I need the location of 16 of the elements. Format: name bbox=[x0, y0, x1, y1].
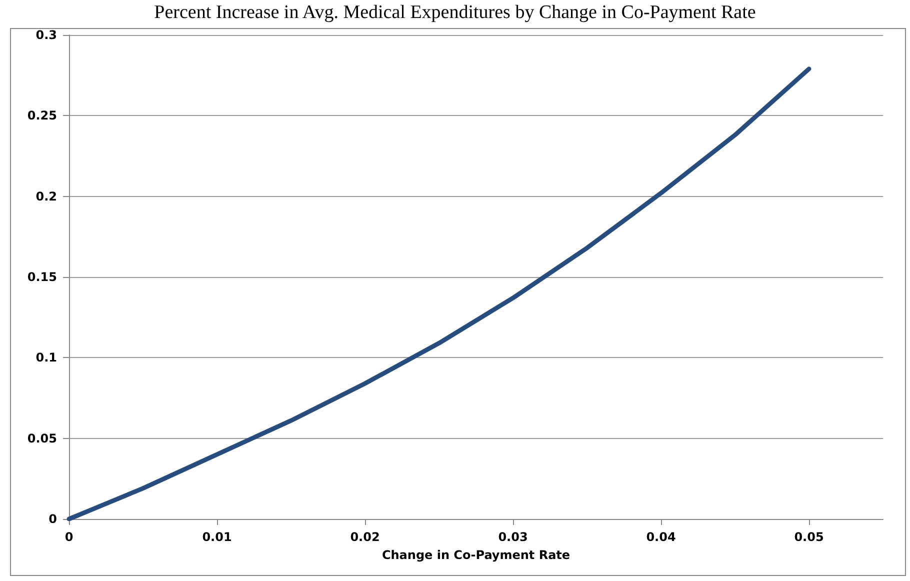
x-tick-label: 0.02 bbox=[350, 530, 380, 544]
y-tick-label: 0 bbox=[48, 512, 57, 526]
y-tick-label: 0.25 bbox=[27, 108, 57, 123]
x-tick-label: 0.03 bbox=[498, 530, 528, 544]
y-tick-label: 0.3 bbox=[36, 28, 57, 42]
x-tick-label: 0.04 bbox=[646, 530, 676, 544]
x-tick-label: 0.01 bbox=[202, 530, 232, 544]
y-tick-label: 0.15 bbox=[27, 270, 57, 284]
x-tick-label: 0 bbox=[64, 530, 74, 544]
y-tick-label: 0.2 bbox=[36, 189, 57, 204]
x-tick-label: 0.05 bbox=[794, 530, 824, 544]
chart-title: Percent Increase in Avg. Medical Expenditures by Change in Co-Payment Rate bbox=[153, 1, 757, 25]
y-tick-label: 0.05 bbox=[27, 431, 57, 446]
x-axis-title: Change in Co-Payment Rate bbox=[382, 548, 570, 562]
line-series bbox=[66, 66, 812, 522]
y-tick-label: 0.1 bbox=[36, 350, 57, 365]
